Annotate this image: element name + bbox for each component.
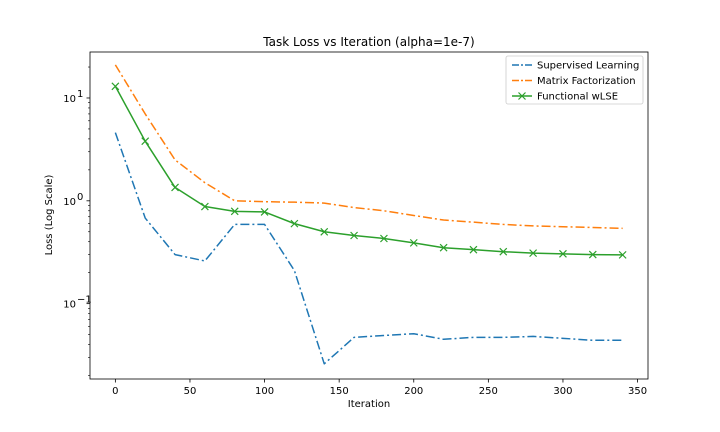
x-tick-label: 350 — [628, 386, 647, 397]
marker-stroke — [141, 137, 150, 146]
x-axis-label: Iteration — [348, 399, 390, 410]
marker-stroke — [379, 234, 388, 243]
data-point — [320, 227, 329, 236]
marker-stroke — [618, 250, 627, 259]
y-axis-label: Loss (Log Scale) — [44, 174, 55, 255]
marker-stroke — [200, 202, 209, 211]
data-point — [171, 183, 179, 192]
data-point — [469, 245, 478, 254]
data-point — [290, 219, 299, 228]
legend-box — [505, 55, 644, 105]
data-point — [230, 207, 239, 216]
data-point — [111, 82, 120, 91]
series-line — [114, 64, 623, 230]
legend-label: Matrix Factorization — [537, 76, 636, 87]
data-point — [439, 243, 448, 252]
data-point — [499, 247, 508, 256]
marker-stroke — [350, 231, 359, 240]
y-tick-label: 10 — [63, 94, 76, 105]
x-axis: 0 50 100 150 200 250 300 350 — [112, 379, 647, 397]
data-point — [529, 249, 538, 258]
series-line — [114, 85, 623, 256]
x-tick-label: 200 — [404, 386, 423, 397]
data-point — [260, 207, 269, 216]
marker-stroke — [290, 219, 299, 228]
marker-stroke — [529, 249, 538, 258]
data-point — [141, 137, 150, 146]
legend-label: Supervised Learning — [537, 61, 639, 72]
marker-stroke — [588, 250, 597, 259]
data-point — [588, 250, 597, 259]
data-point — [379, 234, 388, 243]
y-tick-exponent: −1 — [77, 295, 92, 306]
legend: Supervised Learning Matrix Factorization F… — [505, 55, 644, 105]
marker-stroke — [499, 247, 508, 256]
chart-title: Task Loss vs Iteration (alpha=1e-7) — [262, 35, 474, 49]
x-tick-label: 100 — [255, 386, 274, 397]
y-tick-exponent: 1 — [77, 89, 83, 100]
data-point — [350, 231, 359, 240]
data-point — [559, 249, 567, 258]
marker-stroke — [409, 238, 418, 247]
x-tick-label: 300 — [553, 386, 572, 397]
y-tick-label: 10 — [63, 300, 76, 311]
marker-stroke — [230, 207, 239, 216]
x-tick-label: 250 — [479, 386, 498, 397]
y-tick-label: 10 — [63, 197, 76, 208]
series-layer — [111, 64, 627, 365]
legend-label: Functional wLSE — [537, 92, 618, 103]
marker-stroke — [260, 207, 269, 216]
data-point — [200, 202, 209, 211]
marker-stroke — [469, 245, 478, 254]
data-point — [618, 250, 627, 259]
data-point — [409, 238, 418, 247]
legend-marker — [518, 92, 526, 100]
marker-stroke — [439, 243, 448, 252]
x-tick-label: 150 — [330, 386, 349, 397]
marker-stroke — [320, 227, 329, 236]
marker-stroke — [111, 82, 120, 91]
y-tick-exponent: 0 — [77, 192, 83, 203]
plot-frame — [89, 51, 649, 380]
marker-stroke — [171, 183, 179, 192]
marker-stroke — [559, 249, 567, 258]
x-tick-label: 0 — [112, 386, 118, 397]
x-tick-label: 50 — [184, 386, 197, 397]
